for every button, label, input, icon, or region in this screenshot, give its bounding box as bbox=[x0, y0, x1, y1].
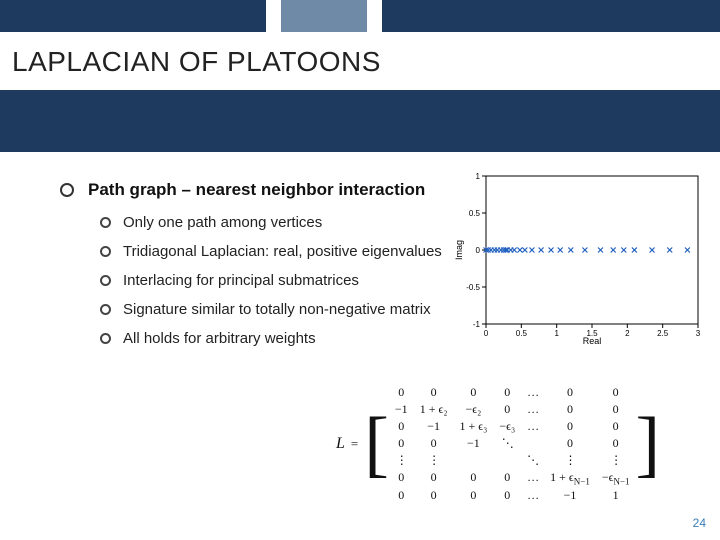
page-number: 24 bbox=[693, 516, 706, 530]
svg-text:-1: -1 bbox=[473, 320, 481, 329]
topbar-segment bbox=[382, 0, 720, 32]
slide: LAPLACIAN OF PLATOONS Path graph – neare… bbox=[0, 0, 720, 540]
chart-svg: 00.511.522.53-1-0.500.51RealImag bbox=[452, 168, 704, 348]
top-accent-bar bbox=[0, 0, 720, 32]
laplacian-matrix: L = [ 0000…00−11 + ϵ₂−ϵ₂0…000−11 + ϵ₃−ϵ₃… bbox=[336, 384, 696, 504]
svg-text:1: 1 bbox=[554, 329, 559, 338]
right-bracket-icon: ] bbox=[636, 411, 661, 478]
matrix-body: 0000…00−11 + ϵ₂−ϵ₂0…000−11 + ϵ₃−ϵ₃…0000−… bbox=[389, 384, 636, 504]
bullet-sub-text: Signature similar to totally non-negativ… bbox=[123, 301, 431, 318]
svg-text:0.5: 0.5 bbox=[469, 209, 481, 218]
circle-bullet-icon bbox=[100, 217, 111, 228]
slide-title: LAPLACIAN OF PLATOONS bbox=[0, 32, 720, 88]
title-block: LAPLACIAN OF PLATOONS bbox=[0, 32, 720, 88]
svg-text:Imag: Imag bbox=[454, 240, 464, 260]
svg-text:3: 3 bbox=[696, 329, 701, 338]
circle-bullet-icon bbox=[100, 275, 111, 286]
svg-text:1: 1 bbox=[476, 172, 481, 181]
circle-bullet-icon bbox=[100, 304, 111, 315]
svg-text:0: 0 bbox=[476, 246, 481, 255]
svg-text:2: 2 bbox=[625, 329, 630, 338]
matrix-lhs: L bbox=[336, 435, 345, 453]
bullet-main-text: Path graph – nearest neighbor interactio… bbox=[88, 180, 425, 200]
left-bracket-icon: [ bbox=[364, 411, 389, 478]
topbar-segment bbox=[281, 0, 367, 32]
bullet-sub-text: Tridiagonal Laplacian: real, positive ei… bbox=[123, 243, 442, 260]
topbar-segment bbox=[266, 0, 280, 32]
equals-sign: = bbox=[351, 436, 358, 452]
circle-bullet-icon bbox=[100, 246, 111, 257]
svg-text:-0.5: -0.5 bbox=[466, 283, 480, 292]
eigenvalue-scatter-chart: 00.511.522.53-1-0.500.51RealImag bbox=[452, 168, 704, 348]
bullet-sub-text: All holds for arbitrary weights bbox=[123, 330, 316, 347]
topbar-segment bbox=[0, 0, 266, 32]
circle-bullet-icon bbox=[60, 183, 74, 197]
bullet-sub-text: Interlacing for principal submatrices bbox=[123, 272, 359, 289]
svg-text:0: 0 bbox=[484, 329, 489, 338]
svg-text:Real: Real bbox=[583, 336, 602, 346]
circle-bullet-icon bbox=[100, 333, 111, 344]
topbar-segment bbox=[367, 0, 381, 32]
title-underline-band bbox=[0, 90, 720, 152]
svg-text:2.5: 2.5 bbox=[657, 329, 669, 338]
bullet-sub-text: Only one path among vertices bbox=[123, 214, 322, 231]
svg-text:0.5: 0.5 bbox=[516, 329, 528, 338]
